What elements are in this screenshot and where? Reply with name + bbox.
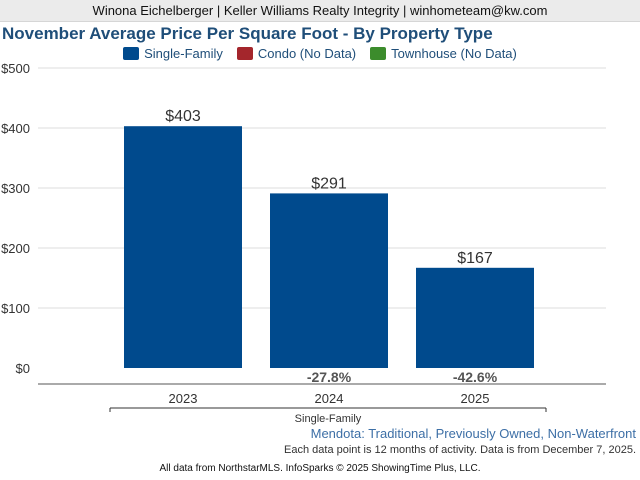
group-label: Single-Family [295, 413, 362, 425]
y-tick-label: $500 [1, 61, 30, 76]
legend-swatch-condo [236, 47, 253, 60]
legend-item-single-family[interactable]: Single-Family [123, 46, 223, 61]
legend-label-townhouse: Townhouse (No Data) [391, 46, 517, 61]
region-note: Mendota: Traditional, Previously Owned, … [310, 426, 636, 441]
y-tick-label: $0 [16, 361, 30, 376]
bar-2024 [270, 193, 388, 368]
legend-item-townhouse[interactable]: Townhouse (No Data) [370, 46, 517, 61]
y-tick-label: $400 [1, 121, 30, 136]
y-tick-label: $200 [1, 241, 30, 256]
legend-label-single-family: Single-Family [144, 46, 223, 61]
y-tick-label: $300 [1, 181, 30, 196]
legend-label-condo: Condo (No Data) [257, 46, 357, 61]
header-bar: Winona Eichelberger | Keller Williams Re… [0, 0, 640, 22]
y-tick-label: $100 [1, 301, 30, 316]
x-tick-label: 2023 [169, 391, 198, 406]
bar-value-label: $291 [311, 175, 347, 192]
change-label: -27.8% [307, 369, 352, 385]
chart-title: November Average Price Per Square Foot -… [2, 24, 493, 43]
x-tick-label: 2024 [315, 391, 344, 406]
legend-item-condo[interactable]: Condo (No Data) [236, 46, 357, 61]
x-tick-label: 2025 [461, 391, 490, 406]
legend-swatch-single-family [123, 47, 140, 60]
header-text: Winona Eichelberger | Keller Williams Re… [92, 3, 548, 18]
bar-2025 [416, 267, 534, 368]
legend-swatch-townhouse [370, 47, 387, 60]
activity-note: Each data point is 12 months of activity… [284, 444, 636, 456]
bar-value-label: $167 [457, 250, 493, 267]
source-note: All data from NorthstarMLS. InfoSparks ©… [159, 463, 481, 474]
bar-2023 [124, 126, 242, 368]
change-label: -42.6% [453, 369, 498, 385]
legend: Single-Family Condo (No Data) Townhouse … [0, 46, 640, 61]
bar-value-label: $403 [165, 108, 201, 125]
